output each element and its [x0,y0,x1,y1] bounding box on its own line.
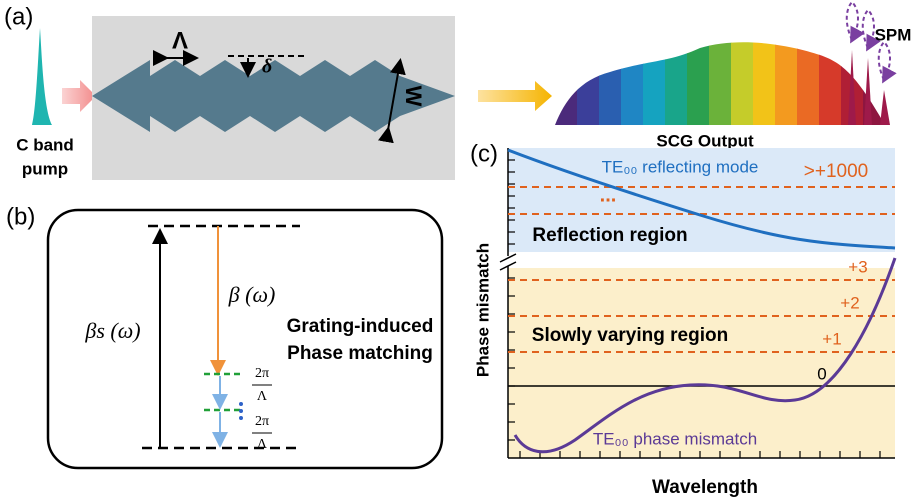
panel-label: (c) [470,140,498,167]
fraction-numerator: 2π [255,414,269,429]
spectrum-band [621,30,644,130]
spm-label: SPM [875,25,912,44]
caption: Phase matching [287,343,433,364]
mismatch-label: TE₀₀ phase mismatch [593,429,757,448]
spectrum-band [731,30,754,130]
spectrum-band [665,30,688,130]
panel-label: (b) [6,203,35,230]
ellipsis-dots [239,402,243,420]
order-label: +3 [848,257,867,276]
spectrum-band [797,30,820,130]
pump-label: C band [16,135,74,154]
beta-label: β (ω) [228,282,276,307]
spectrum-band [577,30,600,130]
spectrum-band [599,30,622,130]
figure: (a) C band pump Λ δ W SPM SCG Output (b)… [0,0,915,499]
input-arrow [62,80,96,112]
fraction-denominator: Λ [257,437,268,452]
reflection-label: Reflection region [532,225,687,246]
width-symbol: W [401,86,426,107]
order-label: 0 [817,364,826,383]
pump-label: pump [22,159,68,178]
caption: Grating-induced [287,316,434,337]
output-label: SCG Output [656,131,754,150]
fraction-denominator: Λ [257,389,268,404]
period-symbol: Λ [172,27,188,54]
y-axis-label: Phase mismatch [473,243,492,377]
slow-label: Slowly varying region [532,325,728,346]
x-axis-label: Wavelength [652,477,758,498]
spectrum-band [753,30,776,130]
panel-label: (a) [4,3,33,30]
order-label: >+1000 [804,161,868,182]
order-label: +2 [840,293,859,312]
ellipsis: ... [600,184,617,206]
spectrum-band [775,30,798,130]
spectrum-band [709,30,732,130]
spectrum-band [643,30,666,130]
output-arrow [478,81,552,111]
fraction-numerator: 2π [255,366,269,381]
beta-s-label: βs (ω) [84,318,140,343]
spectrum-band [687,30,710,130]
depth-symbol: δ [262,56,272,78]
reflecting-mode-label: TE₀₀ reflecting mode [602,157,759,176]
spectrum-band [555,30,578,130]
scg-spectrum [555,30,886,130]
spectrum-band [819,30,842,130]
order-label: +1 [822,329,841,348]
pump-pulse [32,28,52,125]
